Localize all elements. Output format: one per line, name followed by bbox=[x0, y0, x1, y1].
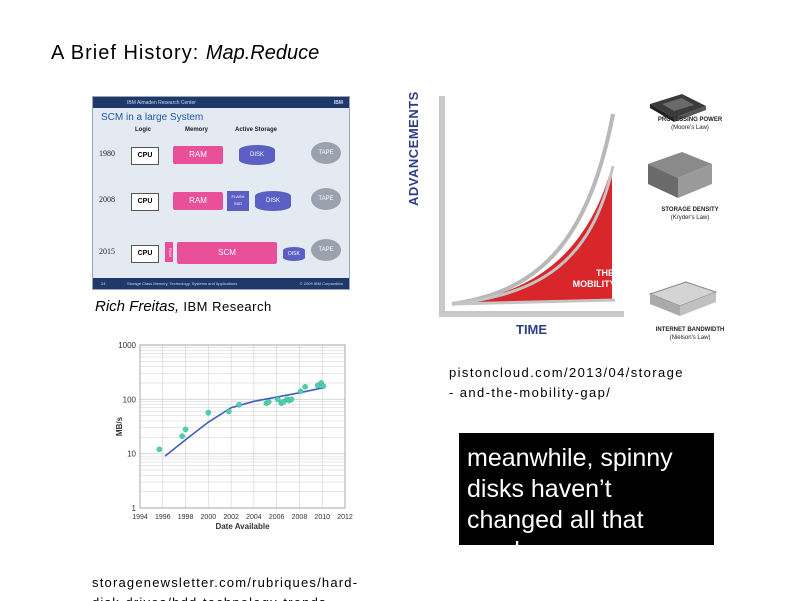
x-axis-label: TIME bbox=[516, 322, 548, 337]
ibm-slide-header: IBM Almaden Research Center IBM bbox=[93, 97, 349, 108]
legend-processing: PROCESSING POWER (Moore's Law) bbox=[648, 116, 732, 132]
tape-bubble: TAPE bbox=[311, 188, 341, 210]
disk-cylinder: DISK bbox=[283, 247, 305, 261]
ibm-logo: IBM bbox=[333, 100, 343, 106]
y-tick-label: 1 bbox=[132, 504, 137, 513]
y-axis-label: MB/s bbox=[115, 416, 124, 436]
ibm-caption: Rich Freitas, IBM Research bbox=[95, 298, 272, 315]
legend-title: PROCESSING POWER bbox=[657, 117, 723, 123]
data-point bbox=[275, 396, 281, 403]
source2-line1: storagenewsletter.com/rubriques/hard- bbox=[92, 575, 359, 590]
y-axis-label: ADVANCEMENTS bbox=[406, 91, 421, 206]
ram-box: RAM bbox=[173, 146, 223, 164]
row-year: 2015 bbox=[99, 247, 115, 256]
cpu-box: CPU bbox=[131, 147, 159, 165]
title-main: A Brief History: bbox=[51, 42, 200, 64]
disk-cylinder: DISK bbox=[255, 191, 291, 211]
data-point bbox=[297, 388, 304, 395]
storage-curve bbox=[451, 165, 615, 306]
mobility-gap-label: THE MOBILITY GAP bbox=[568, 268, 642, 290]
data-point bbox=[236, 401, 242, 408]
hdd-throughput-svg: 1994 1996 1998 2000 2002 2004 2006 2008 2010 2012… bbox=[115, 341, 353, 531]
ibm-footer-copyright: © 2009 IBM Corporation bbox=[299, 281, 343, 286]
data-point bbox=[320, 383, 327, 389]
legend-law: (Moore's Law) bbox=[671, 125, 709, 131]
ibm-slide-heading: SCM in a large System bbox=[101, 112, 204, 123]
gap-label-line1: THE bbox=[596, 268, 614, 278]
ram-box: RAM bbox=[173, 192, 223, 210]
processing-curve bbox=[451, 113, 615, 306]
caption-org: IBM Research bbox=[183, 299, 272, 314]
data-point bbox=[205, 409, 212, 416]
data-point bbox=[182, 426, 189, 433]
col-logic: Logic bbox=[135, 127, 151, 133]
cpu-box: CPU bbox=[131, 193, 159, 211]
x-tick-label: 2012 bbox=[337, 514, 353, 521]
caption-author: Rich Freitas, bbox=[95, 298, 180, 315]
x-tick-label: 1996 bbox=[155, 514, 171, 521]
ibm-page-number: 24 bbox=[101, 281, 106, 286]
tape-bubble: TAPE bbox=[311, 239, 341, 261]
source1-line1: pistoncloud.com/2013/04/storage bbox=[449, 365, 684, 380]
row-year: 1980 bbox=[99, 149, 115, 158]
title-topic: Map.Reduce bbox=[205, 42, 320, 64]
mobility-gap-figure: ADVANCEMENTS TIME THE MOBILITY GAP PROCE… bbox=[406, 86, 732, 344]
ibm-scm-slide-image: IBM Almaden Research Center IBM SCM in a… bbox=[92, 96, 350, 290]
callout-text: meanwhile, spinny disks haven’t changed … bbox=[467, 444, 673, 545]
col-memory: Memory bbox=[185, 127, 209, 133]
x-tick-label: 1994 bbox=[132, 514, 148, 521]
y-tick-label: 1000 bbox=[118, 341, 136, 350]
source1-line2: - and-the-mobility-gap/ bbox=[449, 385, 612, 400]
processor-chip-icon bbox=[650, 94, 706, 122]
legend-storage: STORAGE DENSITY (Kryder's Law) bbox=[648, 206, 732, 222]
hard-drive-icon bbox=[648, 152, 712, 198]
hdd-throughput-chart: 1994 1996 1998 2000 2002 2004 2006 2008 2010 2012… bbox=[100, 333, 360, 533]
source-link-storagenewsletter[interactable]: storagenewsletter.com/rubriques/hard- di… bbox=[92, 573, 358, 601]
x-tick-label: 2000 bbox=[201, 514, 217, 521]
x-tick-label: 2004 bbox=[246, 514, 262, 521]
disk-cylinder: DISK bbox=[239, 145, 275, 165]
x-tick-label: 1998 bbox=[178, 514, 194, 521]
x-tick-label: 2008 bbox=[292, 514, 308, 521]
y-tick-label: 100 bbox=[123, 395, 137, 404]
x-tick-label: 2006 bbox=[269, 514, 285, 521]
router-icon bbox=[648, 281, 718, 316]
cpu-box: CPU bbox=[131, 245, 159, 263]
legend-law: (Nielson's Law) bbox=[669, 335, 711, 341]
col-active-storage: Active Storage bbox=[235, 127, 278, 133]
trend-line bbox=[164, 387, 323, 457]
y-tick-label: 10 bbox=[127, 450, 136, 459]
x-tick-label: 2010 bbox=[314, 514, 330, 521]
plot-frame bbox=[139, 344, 346, 509]
legend-title: INTERNET BANDWIDTH bbox=[655, 327, 725, 333]
bandwidth-curve bbox=[451, 298, 616, 306]
callout-box: meanwhile, spinny disks haven’t changed … bbox=[459, 433, 714, 545]
data-point bbox=[265, 399, 272, 405]
slide-title: A Brief History: Map.Reduce bbox=[51, 42, 319, 65]
flash-ssd-box: FLASH SSD bbox=[227, 191, 249, 211]
data-point bbox=[302, 384, 308, 390]
scm-box: SCM bbox=[177, 242, 277, 264]
x-axis-label: Date Available bbox=[215, 522, 270, 531]
mobility-gap-graphic bbox=[439, 94, 718, 317]
source-link-pistoncloud[interactable]: pistoncloud.com/2013/04/storage - and-th… bbox=[449, 363, 684, 403]
ibm-footer-text: Storage Class Memory, Technology, System… bbox=[127, 281, 238, 286]
data-point bbox=[288, 396, 295, 403]
gap-label-line2: MOBILITY GAP bbox=[572, 279, 638, 289]
ibm-header-left: IBM Almaden Research Center bbox=[127, 100, 196, 106]
legend-title: STORAGE DENSITY bbox=[661, 207, 719, 213]
tape-bubble: TAPE bbox=[311, 142, 341, 164]
data-point bbox=[156, 446, 163, 453]
data-point bbox=[226, 408, 232, 415]
x-tick-label: 2002 bbox=[223, 514, 239, 521]
mobility-gap-area bbox=[452, 166, 612, 304]
gap-axes bbox=[439, 96, 624, 317]
row-year: 2008 bbox=[99, 195, 115, 204]
legend-bandwidth: INTERNET BANDWIDTH (Nielson's Law) bbox=[648, 326, 732, 342]
ram-strip: RAM bbox=[165, 242, 173, 262]
source2-line2: disk-drives/hdd-technology-trends bbox=[92, 593, 358, 601]
ibm-slide-footer: 24 Storage Class Memory, Technology, Sys… bbox=[93, 278, 349, 289]
legend-law: (Kryder's Law) bbox=[670, 215, 710, 221]
data-point bbox=[179, 433, 185, 439]
